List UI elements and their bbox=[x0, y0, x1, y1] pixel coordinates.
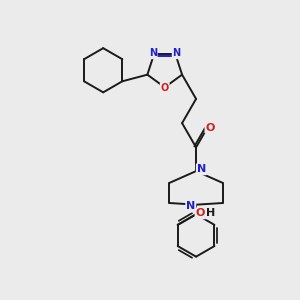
Text: N: N bbox=[149, 48, 157, 59]
Text: H: H bbox=[206, 208, 215, 218]
Text: N: N bbox=[186, 202, 195, 212]
Text: N: N bbox=[197, 164, 206, 174]
Text: O: O bbox=[196, 208, 205, 218]
Text: O: O bbox=[160, 83, 169, 93]
Text: N: N bbox=[172, 48, 181, 59]
Text: O: O bbox=[206, 123, 215, 133]
